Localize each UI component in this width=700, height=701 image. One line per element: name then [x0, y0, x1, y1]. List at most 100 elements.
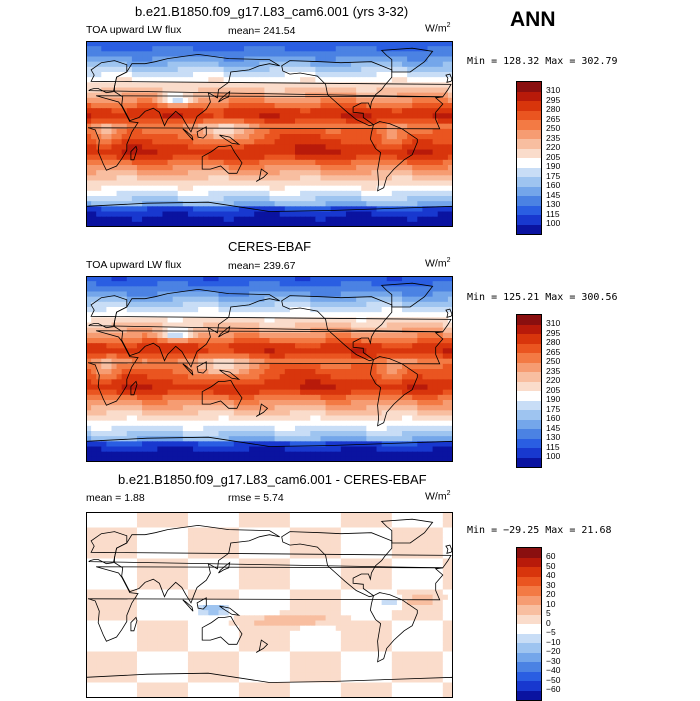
field-cell	[91, 103, 97, 109]
field-cell	[173, 317, 179, 323]
field-cell	[168, 426, 174, 432]
field-cell	[137, 103, 143, 109]
field-cell	[173, 307, 179, 313]
field-cell	[142, 431, 148, 437]
field-cell	[336, 77, 342, 83]
field-cell	[356, 379, 362, 385]
colorbar-swatch	[517, 139, 541, 149]
field-cell	[117, 129, 123, 135]
field-cell	[183, 436, 189, 442]
field-cell	[122, 129, 128, 135]
field-cell	[111, 124, 117, 130]
field-cell	[229, 441, 235, 447]
field-cell	[127, 108, 133, 114]
field-cell	[290, 57, 296, 63]
field-cell	[127, 160, 133, 166]
field-cell	[305, 323, 311, 329]
field-cell	[249, 431, 255, 437]
colorbar-swatch	[517, 120, 541, 130]
field-cell	[371, 170, 377, 176]
field-cell	[320, 201, 326, 207]
field-cell	[101, 124, 107, 130]
field-cell	[295, 364, 301, 370]
field-cell	[264, 160, 270, 166]
field-cell	[270, 46, 276, 52]
field-cell	[208, 124, 214, 130]
field-cell	[203, 51, 209, 57]
field-cell	[178, 343, 184, 349]
field-cell	[326, 119, 332, 125]
field-cell	[428, 307, 434, 313]
field-cell	[142, 292, 148, 298]
field-cell	[117, 88, 123, 94]
field-cell	[366, 196, 372, 202]
field-cell	[198, 139, 204, 145]
field-cell	[147, 338, 153, 344]
field-cell	[193, 390, 199, 396]
field-cell	[244, 51, 250, 57]
field-cell	[402, 385, 408, 391]
field-cell	[96, 160, 102, 166]
field-cell	[239, 134, 245, 140]
field-cell	[280, 292, 286, 298]
field-cell	[254, 286, 260, 292]
field-cell	[106, 369, 112, 375]
field-cell	[438, 307, 444, 313]
field-cell	[183, 385, 189, 391]
field-cell	[122, 170, 128, 176]
field-cell	[264, 343, 270, 349]
colorbar-swatch	[517, 187, 541, 197]
field-cell	[428, 113, 434, 119]
field-cell	[443, 155, 449, 161]
field-cell	[157, 46, 163, 52]
field-cell	[229, 46, 235, 52]
field-cell	[417, 431, 423, 437]
field-cell	[157, 51, 163, 57]
field-cell	[122, 57, 128, 63]
field-cell	[407, 119, 413, 125]
field-cell	[387, 374, 393, 380]
field-cell	[285, 421, 291, 427]
field-cell	[275, 72, 281, 78]
field-cell	[428, 436, 434, 442]
field-cell	[127, 175, 133, 181]
field-cell	[320, 323, 326, 329]
field-cell	[433, 405, 439, 411]
field-cell	[315, 170, 321, 176]
field-cell	[183, 82, 189, 88]
field-cell	[96, 395, 102, 401]
field-cell	[168, 134, 174, 140]
field-cell	[198, 379, 204, 385]
field-cell	[193, 379, 199, 385]
colorbar-swatch	[517, 206, 541, 216]
field-cell	[127, 165, 133, 171]
field-cell	[397, 57, 403, 63]
field-cell	[213, 139, 219, 145]
field-cell	[290, 103, 296, 109]
field-cell	[198, 317, 204, 323]
field-cell	[132, 416, 138, 422]
field-cell	[438, 374, 444, 380]
field-cell	[387, 426, 393, 432]
field-cell	[152, 165, 158, 171]
field-cell	[264, 88, 270, 94]
field-cell	[203, 395, 209, 401]
field-cell	[152, 286, 158, 292]
field-cell	[305, 196, 311, 202]
field-cell	[331, 400, 337, 406]
field-cell	[346, 129, 352, 135]
field-cell	[382, 155, 388, 161]
field-cell	[117, 170, 123, 176]
field-cell	[275, 374, 281, 380]
field-cell	[122, 175, 128, 181]
field-cell	[117, 165, 123, 171]
field-cell	[142, 317, 148, 323]
field-cell	[300, 343, 306, 349]
field-cell	[137, 46, 143, 52]
field-cell	[346, 286, 352, 292]
field-cell	[290, 98, 296, 104]
field-cell	[173, 374, 179, 380]
field-cell	[249, 217, 255, 223]
field-cell	[387, 217, 393, 223]
field-cell	[341, 323, 347, 329]
